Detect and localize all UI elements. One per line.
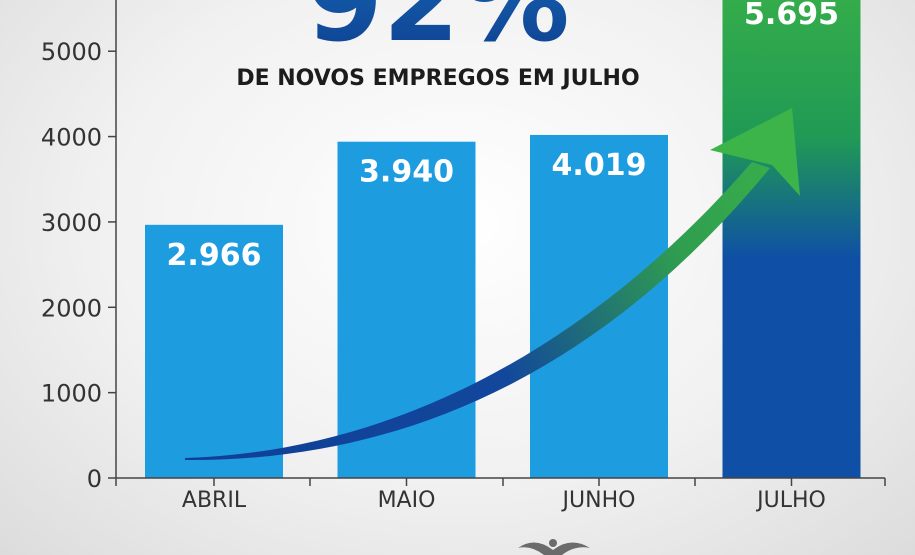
y-axis: 0 1000 2000 3000 4000 5000: [41, 0, 117, 493]
y-tick-label: 0: [87, 465, 102, 493]
bars: 2.966 3.940 4.019 5.695: [145, 0, 861, 478]
headline-subtitle: DE NOVOS EMPREGOS EM JULHO: [236, 66, 639, 91]
y-tick-label: 3000: [41, 209, 102, 237]
x-tick-label: MAIO: [378, 488, 436, 513]
y-tick-label: 1000: [41, 380, 102, 408]
bar-value-label: 2.966: [167, 238, 262, 273]
bar-maio: [337, 141, 476, 478]
bar-value-label: 5.695: [744, 0, 839, 32]
x-tick-label: JULHO: [755, 488, 826, 513]
bar-julho: [722, 0, 861, 478]
eagle-emblem-icon: [518, 539, 590, 555]
bar-value-label: 3.940: [359, 155, 454, 190]
x-ticks: [115, 478, 886, 486]
x-tick-label: ABRIL: [182, 488, 247, 513]
y-tick-label: 5000: [41, 38, 102, 66]
y-tick-label: 2000: [41, 294, 102, 322]
bar-abril: [145, 224, 283, 478]
bar-value-label: 4.019: [552, 148, 647, 183]
x-tick-label: JUNHO: [561, 488, 636, 513]
y-tick-label: 4000: [41, 124, 102, 152]
headline-percent: 92%: [306, 0, 569, 66]
x-axis-labels: ABRIL MAIO JUNHO JULHO: [182, 488, 826, 513]
growth-arrowhead-icon: [710, 108, 800, 196]
